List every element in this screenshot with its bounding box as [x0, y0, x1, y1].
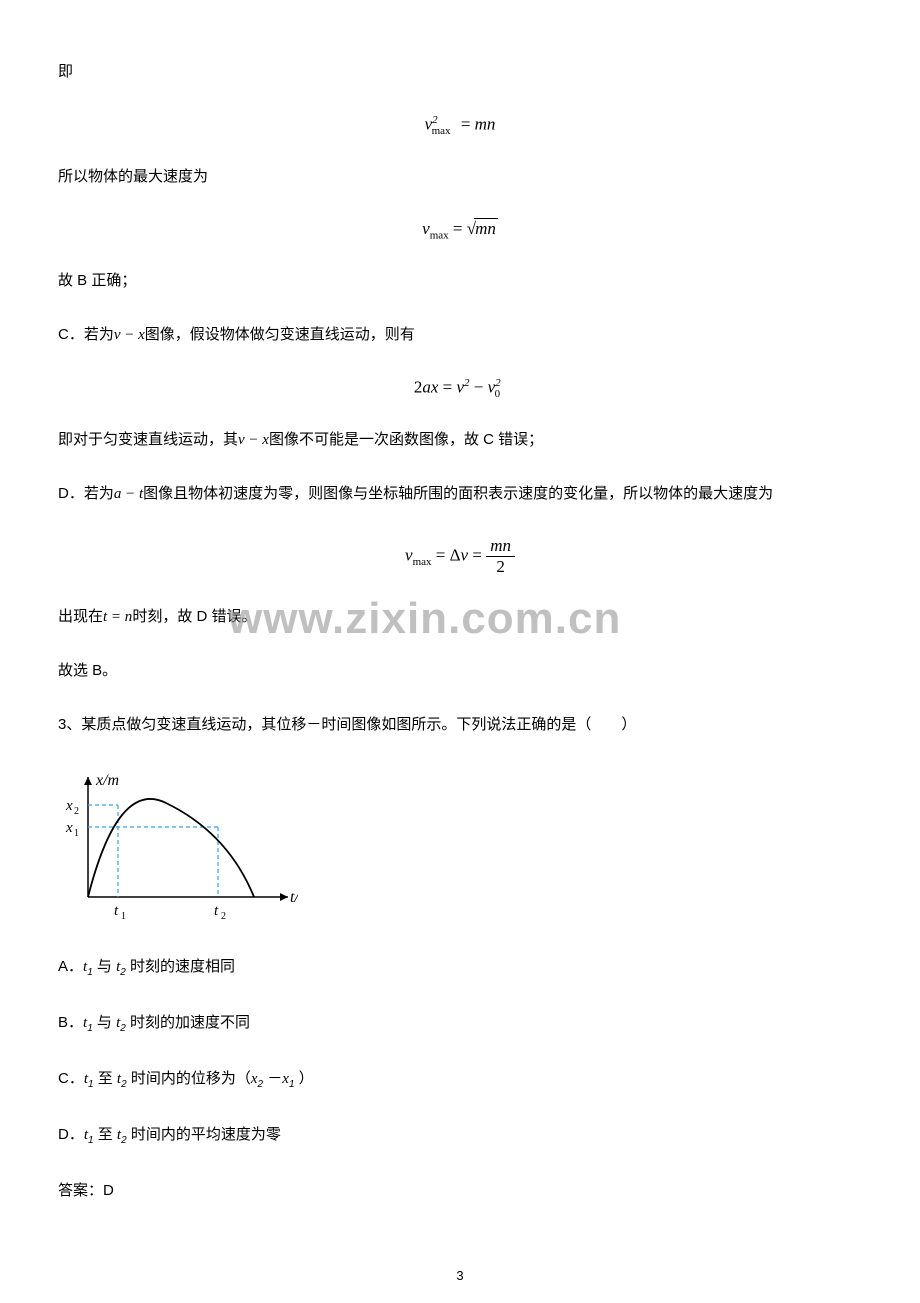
option-a: A．t1 与 t2 时刻的速度相同 — [58, 955, 862, 981]
equation-1: v2max = mn — [58, 114, 862, 137]
page-number: 3 — [0, 1268, 920, 1283]
equation-3: 2ax = v2 − v20 — [58, 377, 862, 400]
paragraph: 出现在t = n时刻，故 D 错误。 — [58, 605, 862, 629]
paragraph: 即 — [58, 60, 862, 84]
equation-4: vmax = Δv = mn2 — [58, 536, 862, 577]
paragraph-option-c: C．若为v − x图像，假设物体做匀变速直线运动，则有 — [58, 323, 862, 347]
svg-text:2: 2 — [221, 911, 226, 922]
svg-text:t/s: t/s — [290, 889, 298, 906]
paragraph-option-d: D．若为a − t图像且物体初速度为零，则图像与坐标轴所围的面积表示速度的变化量… — [58, 482, 862, 506]
svg-text:t: t — [114, 903, 119, 919]
svg-text:1: 1 — [74, 828, 79, 839]
question-3: 3、某质点做匀变速直线运动，其位移－时间图像如图所示。下列说法正确的是（ ） — [58, 713, 862, 737]
option-b: B．t1 与 t2 时刻的加速度不同 — [58, 1011, 862, 1037]
svg-text:x: x — [65, 820, 73, 836]
svg-text:1: 1 — [121, 911, 126, 922]
svg-text:t: t — [214, 903, 219, 919]
paragraph: 即对于匀变速直线运动，其v − x图像不可能是一次函数图像，故 C 错误； — [58, 428, 862, 452]
svg-text:x: x — [65, 798, 73, 814]
option-c: C．t1 至 t2 时间内的位移为（x2 －x1 ） — [58, 1067, 862, 1093]
answer: 答案：D — [58, 1179, 862, 1203]
paragraph: 故选 B。 — [58, 659, 862, 683]
option-d: D．t1 至 t2 时间内的平均速度为零 — [58, 1123, 862, 1149]
paragraph: 所以物体的最大速度为 — [58, 165, 862, 189]
equation-2: vmax = √mn — [58, 219, 862, 241]
paragraph: 故 B 正确； — [58, 269, 862, 293]
svg-text:x/m: x/m — [95, 772, 119, 789]
displacement-time-graph: x/mt/sx2x1t1t2 — [58, 767, 862, 927]
svg-text:2: 2 — [74, 806, 79, 817]
